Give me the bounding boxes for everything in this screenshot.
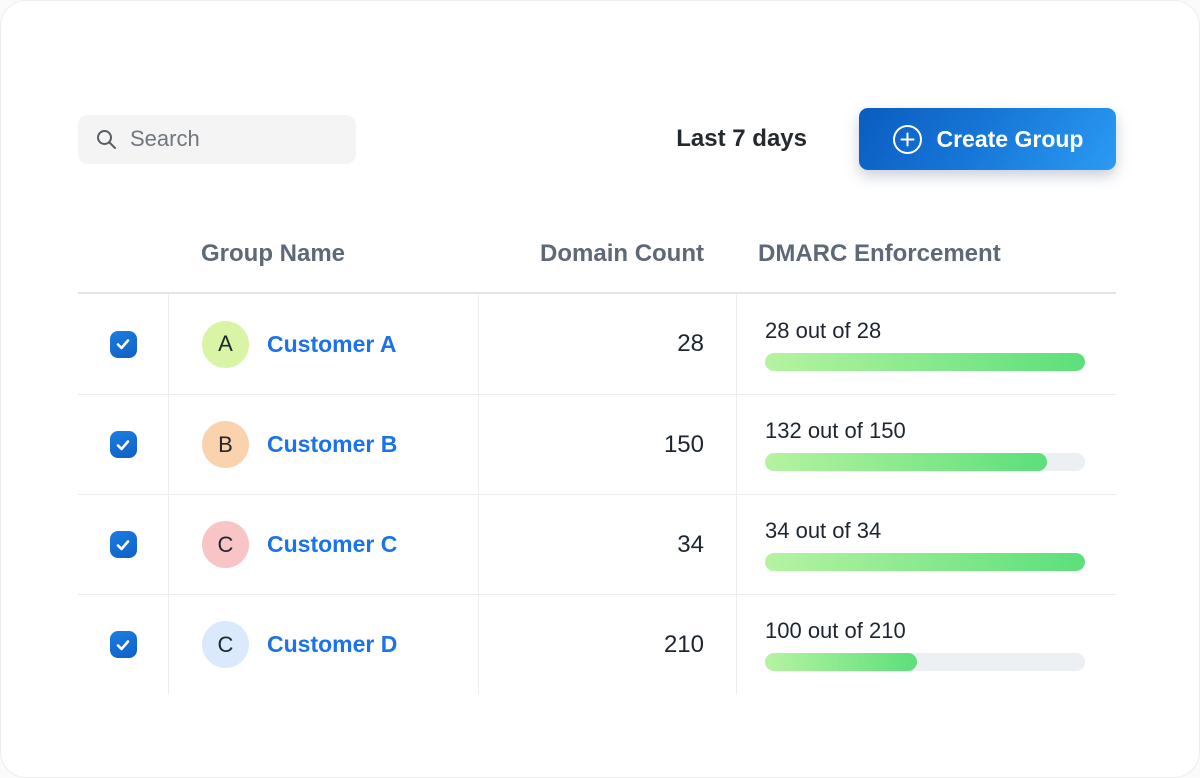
dmarc-enforcement-label: 132 out of 150 bbox=[765, 418, 906, 443]
dmarc-progress-fill bbox=[765, 653, 918, 671]
avatar: C bbox=[202, 621, 249, 668]
dmarc-progress-track bbox=[765, 553, 1085, 571]
customer-name-link[interactable]: Customer B bbox=[267, 431, 398, 457]
check-icon bbox=[116, 339, 130, 350]
dmarc-enforcement-label: 34 out of 34 bbox=[765, 518, 882, 543]
customer-name-link[interactable]: Customer D bbox=[267, 631, 398, 657]
domain-count-value: 210 bbox=[478, 595, 736, 694]
date-range-selector[interactable]: Last 7 days bbox=[676, 125, 807, 152]
dmarc-progress-fill bbox=[765, 352, 1085, 371]
dmarc-enforcement-label: 100 out of 210 bbox=[765, 618, 906, 643]
avatar: B bbox=[202, 421, 249, 468]
toolbar: Last 7 days Create Group bbox=[78, 108, 1116, 170]
column-header-dmarc-enforcement: DMARC Enforcement bbox=[758, 240, 1001, 267]
check-icon bbox=[116, 639, 130, 650]
row-checkbox[interactable] bbox=[109, 631, 137, 658]
row-checkbox[interactable] bbox=[109, 431, 137, 458]
column-header-group-name: Group Name bbox=[201, 240, 346, 267]
table-row: C Customer D 210 100 out of 210 bbox=[78, 594, 1116, 694]
groups-table: Group Name Domain Count DMARC Enforcemen… bbox=[78, 240, 1116, 694]
domain-count-value: 150 bbox=[478, 395, 736, 494]
column-header-domain-count: Domain Count bbox=[540, 240, 704, 267]
search-box[interactable] bbox=[78, 114, 356, 164]
avatar: C bbox=[202, 521, 249, 568]
customer-name-link[interactable]: Customer C bbox=[267, 531, 398, 557]
table-header-row: Group Name Domain Count DMARC Enforcemen… bbox=[78, 240, 1116, 294]
domain-count-value: 34 bbox=[478, 495, 736, 594]
check-icon bbox=[116, 439, 130, 450]
table-body: A Customer A 28 28 out of 28 B Customer … bbox=[78, 294, 1116, 694]
check-icon bbox=[116, 539, 130, 550]
domain-count-value: 28 bbox=[478, 294, 736, 394]
create-group-button[interactable]: Create Group bbox=[859, 108, 1116, 170]
dmarc-progress-fill bbox=[765, 553, 1085, 571]
search-input[interactable] bbox=[130, 126, 340, 152]
avatar: A bbox=[202, 320, 249, 368]
plus-circle-icon bbox=[892, 124, 922, 154]
dmarc-progress-fill bbox=[765, 453, 1047, 471]
search-icon bbox=[97, 130, 116, 149]
dmarc-progress-track bbox=[765, 653, 1085, 671]
dmarc-progress-track bbox=[765, 453, 1085, 471]
dmarc-progress-track bbox=[765, 352, 1085, 371]
table-row: B Customer B 150 132 out of 150 bbox=[78, 394, 1116, 494]
table-row: C Customer C 34 34 out of 34 bbox=[78, 494, 1116, 594]
customer-name-link[interactable]: Customer A bbox=[267, 330, 397, 357]
row-checkbox[interactable] bbox=[109, 531, 137, 558]
row-checkbox[interactable] bbox=[109, 330, 137, 358]
table-row: A Customer A 28 28 out of 28 bbox=[78, 294, 1116, 394]
dmarc-enforcement-label: 28 out of 28 bbox=[765, 317, 882, 343]
create-group-label: Create Group bbox=[936, 125, 1084, 152]
